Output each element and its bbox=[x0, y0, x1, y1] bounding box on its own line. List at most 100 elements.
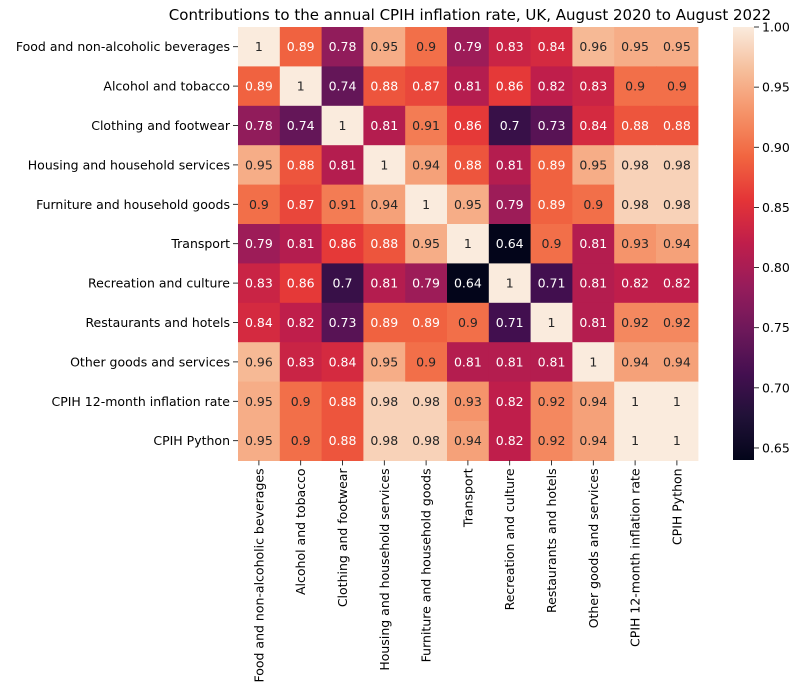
cell-value-label: 0.82 bbox=[663, 276, 691, 291]
heatmap-cell bbox=[488, 145, 532, 186]
cell-value-label: 0.98 bbox=[621, 197, 649, 212]
cell-value-label: 0.95 bbox=[370, 39, 398, 54]
heatmap-cell bbox=[405, 342, 448, 383]
cell-value-label: 0.7 bbox=[333, 276, 353, 291]
cell-value-label: 1 bbox=[422, 197, 430, 212]
cell-value-label: 0.64 bbox=[454, 276, 482, 291]
heatmap-cell bbox=[279, 302, 323, 343]
cell-value-label: 0.74 bbox=[329, 79, 357, 94]
heatmap-cell bbox=[405, 302, 448, 343]
heatmap-cell bbox=[488, 27, 532, 67]
y-tick-label: Restaurants and hotels bbox=[85, 315, 230, 330]
heatmap-cell bbox=[656, 302, 699, 343]
heatmap-cell bbox=[530, 421, 573, 461]
cell-value-label: 0.81 bbox=[329, 157, 357, 172]
cell-value-label: 0.78 bbox=[329, 39, 357, 54]
heatmap-cell bbox=[530, 27, 573, 67]
heatmap-cell bbox=[447, 145, 490, 186]
cell-value-label: 0.98 bbox=[663, 157, 691, 172]
cell-value-label: 0.74 bbox=[287, 118, 315, 133]
y-tick-label: Furniture and household goods bbox=[36, 197, 230, 212]
heatmap-cell bbox=[279, 421, 323, 461]
heatmap-cell bbox=[614, 381, 657, 422]
y-tick-label: Clothing and footwear bbox=[91, 118, 231, 133]
cell-value-label: 0.9 bbox=[291, 433, 311, 448]
heatmap-cell bbox=[447, 105, 490, 146]
cell-value-label: 0.98 bbox=[621, 157, 649, 172]
colorbar: 0.65 0.70 0.75 0.80 0.85 0.90 0.95 1.00 bbox=[733, 20, 790, 460]
cell-value-label: 0.81 bbox=[496, 157, 524, 172]
heatmap-cell bbox=[572, 302, 615, 343]
heatmap-cell bbox=[363, 381, 406, 422]
cell-value-label: 0.88 bbox=[370, 79, 398, 94]
cell-value-label: 0.98 bbox=[412, 394, 440, 409]
cell-value-label: 0.88 bbox=[287, 157, 315, 172]
heatmap-cell bbox=[614, 145, 657, 186]
heatmap-cell bbox=[530, 105, 573, 146]
heatmap-cell bbox=[530, 263, 573, 304]
cell-value-label: 0.89 bbox=[538, 157, 566, 172]
cell-value-label: 0.95 bbox=[579, 157, 607, 172]
heatmap-cell bbox=[447, 302, 490, 343]
cell-value-label: 0.82 bbox=[287, 315, 315, 330]
heatmap-cell bbox=[530, 184, 573, 225]
cell-value-label: 0.89 bbox=[538, 197, 566, 212]
heatmap-cell bbox=[530, 66, 573, 107]
colorbar-tick-label: 1.00 bbox=[762, 20, 790, 35]
heatmap-cell bbox=[238, 342, 281, 383]
cell-value-label: 0.88 bbox=[454, 157, 482, 172]
heatmap-cells bbox=[238, 27, 699, 461]
x-tick-label: CPIH 12-month inflation rate bbox=[628, 468, 643, 647]
cell-value-label: 0.79 bbox=[496, 197, 524, 212]
cell-value-label: 0.82 bbox=[496, 433, 524, 448]
heatmap-cell bbox=[238, 145, 281, 186]
colorbar-tick-label: 0.90 bbox=[762, 140, 790, 155]
cell-value-label: 1 bbox=[506, 276, 514, 291]
cell-value-label: 0.88 bbox=[621, 118, 649, 133]
heatmap-cell bbox=[656, 66, 699, 107]
heatmap-cell bbox=[614, 342, 657, 383]
cell-value-label: 0.93 bbox=[621, 236, 649, 251]
heatmap-cell bbox=[321, 302, 364, 343]
heatmap-cell bbox=[572, 421, 615, 461]
heatmap-cell bbox=[572, 224, 615, 264]
cell-value-label: 0.86 bbox=[287, 276, 315, 291]
cell-value-label: 0.98 bbox=[412, 433, 440, 448]
cell-value-label: 0.92 bbox=[538, 394, 566, 409]
cell-value-label: 0.79 bbox=[245, 236, 273, 251]
cell-value-label: 0.83 bbox=[287, 354, 315, 369]
cell-value-label: 0.81 bbox=[370, 276, 398, 291]
cell-value-label: 0.83 bbox=[496, 39, 524, 54]
x-tick-label: Housing and household services bbox=[377, 468, 392, 670]
cell-value-label: 0.88 bbox=[329, 394, 357, 409]
heatmap-cell bbox=[656, 421, 699, 461]
heatmap-cell bbox=[405, 421, 448, 461]
cell-value-label: 0.9 bbox=[542, 236, 562, 251]
heatmap-cell bbox=[530, 342, 573, 383]
heatmap-cell bbox=[279, 145, 323, 186]
x-tick-label: Alcohol and tobacco bbox=[293, 468, 308, 595]
heatmap-cell bbox=[656, 184, 699, 225]
cell-value-label: 0.94 bbox=[663, 354, 691, 369]
y-tick-labels: Food and non-alcoholic beverages Alcohol … bbox=[16, 39, 238, 448]
cell-value-label: 0.94 bbox=[454, 433, 482, 448]
heatmap-cell bbox=[530, 224, 573, 264]
cell-value-label: 0.94 bbox=[370, 197, 398, 212]
cell-value-label: 0.9 bbox=[416, 354, 436, 369]
heatmap-cell bbox=[614, 263, 657, 304]
heatmap-cell bbox=[321, 224, 364, 264]
cell-value-label: 1 bbox=[548, 315, 556, 330]
heatmap-cell bbox=[238, 381, 281, 422]
cell-value-label: 0.9 bbox=[416, 39, 436, 54]
cell-value-label: 0.91 bbox=[412, 118, 440, 133]
heatmap-cell bbox=[488, 66, 532, 107]
heatmap-cell bbox=[656, 105, 699, 146]
cell-value-label: 0.9 bbox=[458, 315, 478, 330]
cell-value-label: 0.95 bbox=[370, 354, 398, 369]
heatmap-cell bbox=[363, 263, 406, 304]
heatmap-cell bbox=[488, 263, 532, 304]
heatmap-cell bbox=[405, 381, 448, 422]
x-tick-label: Other goods and services bbox=[586, 468, 601, 628]
heatmap-cell bbox=[279, 224, 323, 264]
heatmap-cell bbox=[363, 145, 406, 186]
